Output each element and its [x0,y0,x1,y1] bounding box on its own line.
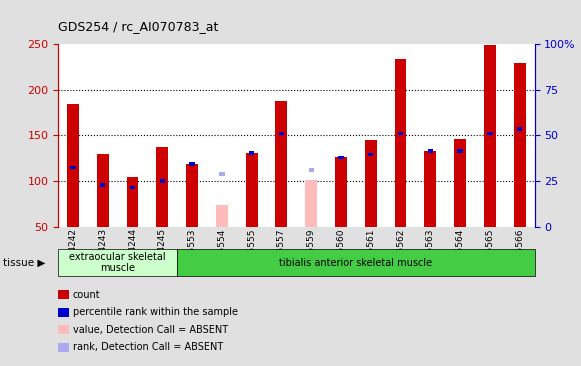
Bar [279,132,284,135]
Text: count: count [73,290,101,300]
Bar [514,63,526,227]
Bar [130,186,135,190]
Bar [216,205,228,227]
Bar [70,165,76,169]
Bar [335,157,347,227]
Bar [160,179,165,183]
Bar [368,153,374,157]
Bar [424,151,436,227]
Bar [189,162,195,165]
Bar [484,45,496,227]
Bar [127,177,138,227]
Bar [246,153,257,227]
Bar [394,59,407,227]
Bar [398,132,403,135]
Bar [97,154,109,227]
Bar [249,151,254,154]
Text: value, Detection Call = ABSENT: value, Detection Call = ABSENT [73,325,228,335]
Bar [67,104,79,227]
Text: percentile rank within the sample: percentile rank within the sample [73,307,238,317]
Bar [275,101,288,227]
Text: extraocular skeletal
muscle: extraocular skeletal muscle [69,252,166,273]
Bar [457,149,462,153]
Bar [100,183,105,187]
Text: GDS254 / rc_AI070783_at: GDS254 / rc_AI070783_at [58,20,218,33]
Text: tissue ▶: tissue ▶ [3,258,45,268]
Bar [338,156,343,159]
Bar [186,164,198,227]
Bar [309,168,314,172]
Bar [428,149,433,153]
Bar [454,139,466,227]
Bar [487,132,493,135]
Bar [156,147,168,227]
Bar [219,172,224,176]
Text: tibialis anterior skeletal muscle: tibialis anterior skeletal muscle [279,258,432,268]
Bar [305,180,317,227]
Bar [517,127,522,131]
Bar [365,140,376,227]
Text: rank, Detection Call = ABSENT: rank, Detection Call = ABSENT [73,342,223,352]
